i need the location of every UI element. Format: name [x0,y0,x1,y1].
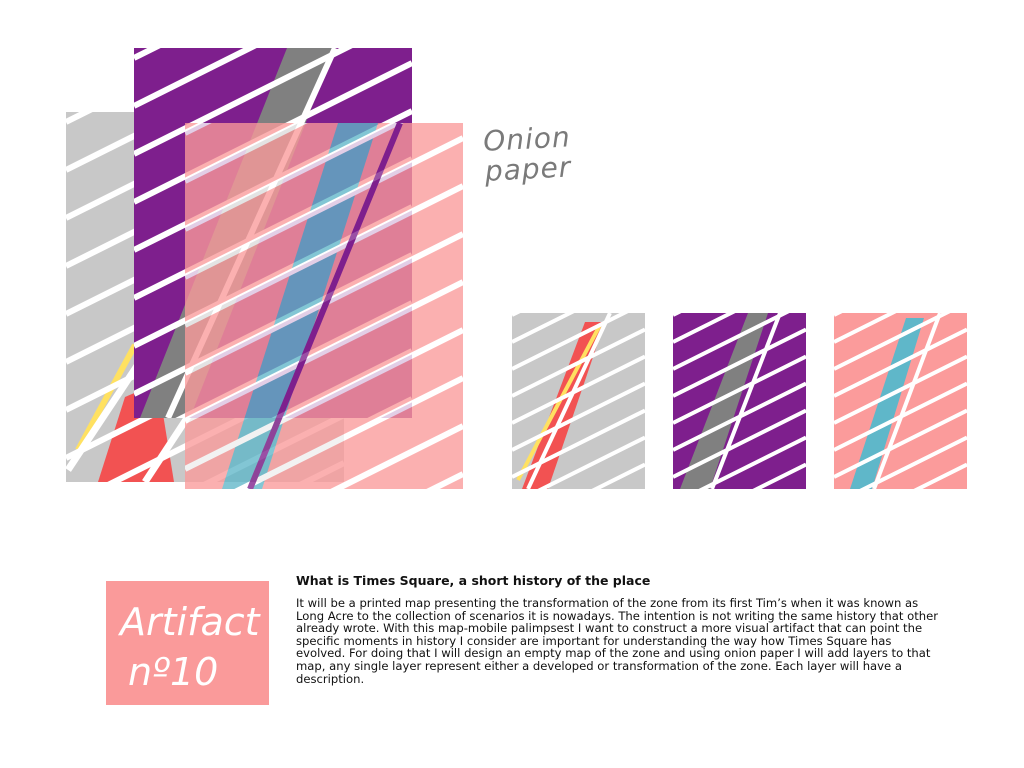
street-stripe [834,222,967,289]
badge-line-2: nº10 [128,650,219,694]
street-stripe [512,381,645,452]
street-stripe [234,375,463,489]
street-stripe [834,168,967,235]
artifact-badge: Artifact nº10 [106,581,269,705]
street-stripe [913,462,967,489]
street-stripe [673,327,806,398]
onion-paper-annotation: Onion paper [482,120,596,188]
street-stripe [134,48,257,109]
street-stripe [698,435,806,489]
street-stripe [66,112,189,173]
street-stripe [673,313,682,317]
small-purple-layer [673,114,806,559]
street-stripe [834,313,897,344]
street-stripe [859,435,967,489]
street-stripe [673,313,790,371]
street-stripe [185,0,463,37]
street-stripe [673,492,806,559]
street-stripe [673,222,806,289]
street-stripe [185,183,463,328]
street-stripe [537,435,645,489]
street-stripe [834,492,967,559]
street-stripe [185,279,463,424]
street-stripe [512,408,645,479]
street-stripe [673,408,806,479]
street-stripe [591,462,645,489]
street-stripe [673,114,806,181]
street-stripe [834,327,967,398]
pink-map-layer [185,0,463,489]
street-stripe [834,313,843,317]
street-stripe [752,462,806,489]
street-stripe [673,141,806,208]
street-stripe [185,123,404,232]
street-stripe [834,141,967,208]
street-stripe [185,327,463,472]
street-stripe [834,313,951,371]
description-body: It will be a printed map presenting the … [296,596,938,686]
small-gray-layer [512,195,645,559]
street-stripe [512,354,645,425]
annotation-line-2: paper [483,150,573,188]
description-block: What is Times Square, a short history of… [296,573,942,685]
street-stripe [834,195,967,262]
street-stripe [512,222,645,289]
street-stripe [512,195,645,262]
street-stripe [673,168,806,235]
small-pink-layer [834,114,967,559]
street-stripe [512,313,629,371]
street-stripe [834,408,967,479]
street-stripe [834,354,967,425]
street-stripe [512,313,575,344]
badge-line-1: Artifact [120,600,260,644]
street-stripe [185,135,463,280]
street-stripe [673,195,806,262]
street-stripe [512,492,645,559]
street-stripe [512,327,645,398]
street-stripe [185,123,308,184]
street-stripe [673,313,736,344]
street-stripe [134,0,412,10]
description-title: What is Times Square, a short history of… [296,573,651,588]
street-stripe [512,313,521,317]
street-stripe [66,0,344,26]
street-stripe [834,114,967,181]
street-stripe [134,48,353,157]
street-stripe [673,354,806,425]
street-stripe [330,423,463,489]
